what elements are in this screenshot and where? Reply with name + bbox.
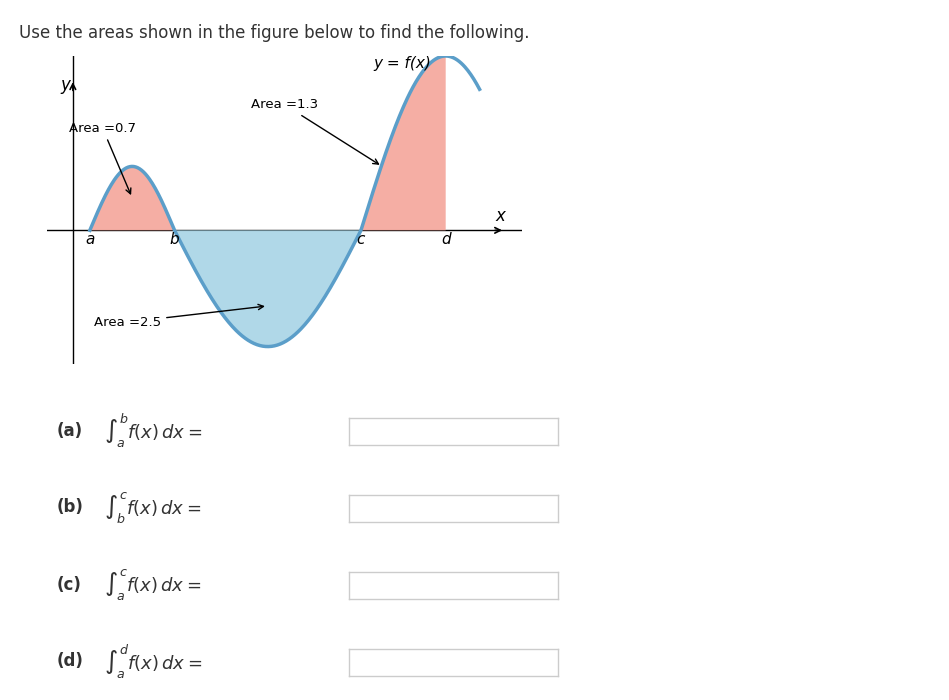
Text: i: i <box>333 500 339 516</box>
Text: Area =1.3: Area =1.3 <box>251 98 379 164</box>
Text: $\int_{a}^{b} f(x)\,dx =$: $\int_{a}^{b} f(x)\,dx =$ <box>104 412 203 449</box>
Text: (a): (a) <box>57 421 84 440</box>
Text: Use the areas shown in the figure below to find the following.: Use the areas shown in the figure below … <box>19 25 530 43</box>
Text: Area =0.7: Area =0.7 <box>69 122 136 194</box>
Text: i: i <box>333 654 339 670</box>
Text: (b): (b) <box>57 498 84 517</box>
Text: b: b <box>170 232 179 247</box>
Text: c: c <box>357 232 365 247</box>
Text: a: a <box>85 232 95 247</box>
Text: $\int_{a}^{c} f(x)\,dx =$: $\int_{a}^{c} f(x)\,dx =$ <box>104 567 201 602</box>
Text: i: i <box>333 424 339 439</box>
Text: y = f(x): y = f(x) <box>374 55 432 71</box>
Text: i: i <box>333 578 339 593</box>
Text: Area =2.5: Area =2.5 <box>94 304 264 328</box>
Text: x: x <box>495 207 506 225</box>
Text: $\int_{a}^{d} f(x)\,dx =$: $\int_{a}^{d} f(x)\,dx =$ <box>104 643 203 680</box>
Text: $\int_{b}^{c} f(x)\,dx =$: $\int_{b}^{c} f(x)\,dx =$ <box>104 490 201 525</box>
Text: y: y <box>60 76 70 94</box>
Text: (c): (c) <box>57 575 82 594</box>
Text: d: d <box>441 232 451 247</box>
Text: (d): (d) <box>57 652 84 671</box>
